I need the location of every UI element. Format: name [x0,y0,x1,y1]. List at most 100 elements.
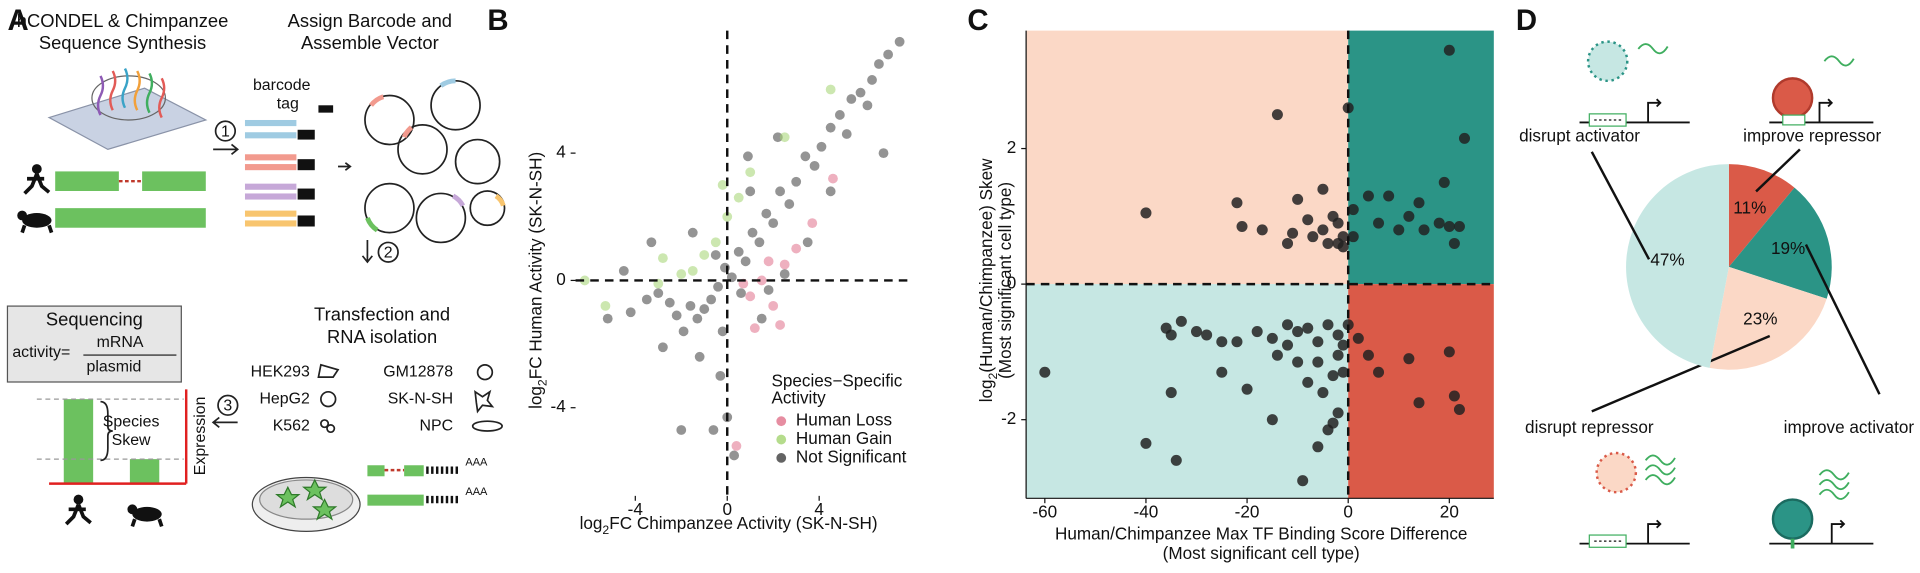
point [841,129,852,139]
point [745,167,756,178]
point [1287,227,1299,239]
point [1165,387,1177,399]
point [1317,183,1329,195]
point [1140,207,1152,219]
point [1453,404,1465,416]
brace [100,400,113,462]
skew-label: Species [103,414,160,431]
point [1443,220,1455,233]
point [1327,370,1339,382]
label-part: FC Chimpanzee Activity (SK-N-SH) [609,513,877,533]
pie-slice [1626,164,1729,368]
point [816,141,827,152]
point [1312,336,1324,348]
panel-letter: B [487,4,508,37]
step-number: 3 [223,398,232,415]
point [1282,319,1294,331]
point [1271,349,1283,361]
quadrant [1026,30,1349,285]
x-tick-label: -4 [628,499,644,519]
point [867,75,877,85]
slice-label: 47% [1650,250,1684,270]
point [710,237,721,248]
sequencing-box [6,305,182,383]
label-part: 2 [986,372,1000,379]
x-tick-label: -20 [1235,502,1260,522]
point [706,294,717,305]
point [825,122,836,133]
formula: mRNA [97,334,144,351]
point [1165,329,1177,341]
step-title: Assemble Vector [301,32,439,53]
point [1317,224,1329,236]
y-axis-label: log2(Human/Chimpanzee) Skew [975,158,1000,402]
barcode-label: barcode [253,77,311,94]
step-title: Sequence Synthesis [39,32,206,53]
point [743,151,753,162]
legend-swatch [776,434,787,445]
point [1418,224,1430,236]
point [1337,339,1349,351]
legend-label: Human Loss [796,410,892,430]
point [1322,319,1334,331]
point [1332,349,1344,361]
point [646,237,657,248]
slice-label: 23% [1743,309,1777,329]
reporter-constructs [367,465,461,506]
point [763,256,774,267]
arrow [213,143,240,155]
panel-a: A hCONDEL & Chimpanzee Sequence Synthesi… [6,4,506,532]
point [729,450,740,461]
point [1282,339,1294,351]
human-icon [23,164,51,195]
point [1307,231,1319,243]
point [1337,241,1349,253]
legend-title: Activity [771,388,826,408]
dish [251,476,361,532]
point [708,425,719,435]
point [657,342,668,353]
point [710,250,721,260]
point [1448,390,1460,402]
point [1216,336,1228,348]
oligos [96,68,166,119]
point [779,259,790,270]
plasmids [364,79,506,244]
leader-line [1591,334,1771,413]
y-tick-label: 0 [1007,273,1017,293]
point [825,186,836,197]
point [825,84,836,95]
point [1383,190,1395,202]
barcode-label: tag [277,95,299,112]
point [600,300,611,311]
point [809,160,820,171]
mechanism-icons [1579,40,1874,549]
point [641,294,652,305]
point [775,186,785,197]
legend-title: Species−Specific [771,371,902,391]
y-tick-label: -4 [551,396,567,416]
point [878,148,889,159]
point [1302,376,1314,388]
point [1332,217,1344,229]
point [625,307,636,318]
sequence-bar [55,208,206,228]
point [763,285,774,295]
point [1403,210,1415,222]
point [779,132,790,143]
point [1236,220,1248,233]
step-title: RNA isolation [327,326,437,347]
point [1413,197,1425,209]
point [1312,356,1324,368]
x-tick-label: 4 [814,499,824,519]
formula: activity= [12,344,70,361]
legend-label: Human Gain [796,428,892,448]
point [722,211,733,222]
point [657,253,668,264]
quadrant [1348,284,1494,499]
point [664,297,675,308]
quadrant [1026,284,1349,499]
point [678,326,689,337]
arrow [361,239,373,264]
point [1413,397,1425,409]
